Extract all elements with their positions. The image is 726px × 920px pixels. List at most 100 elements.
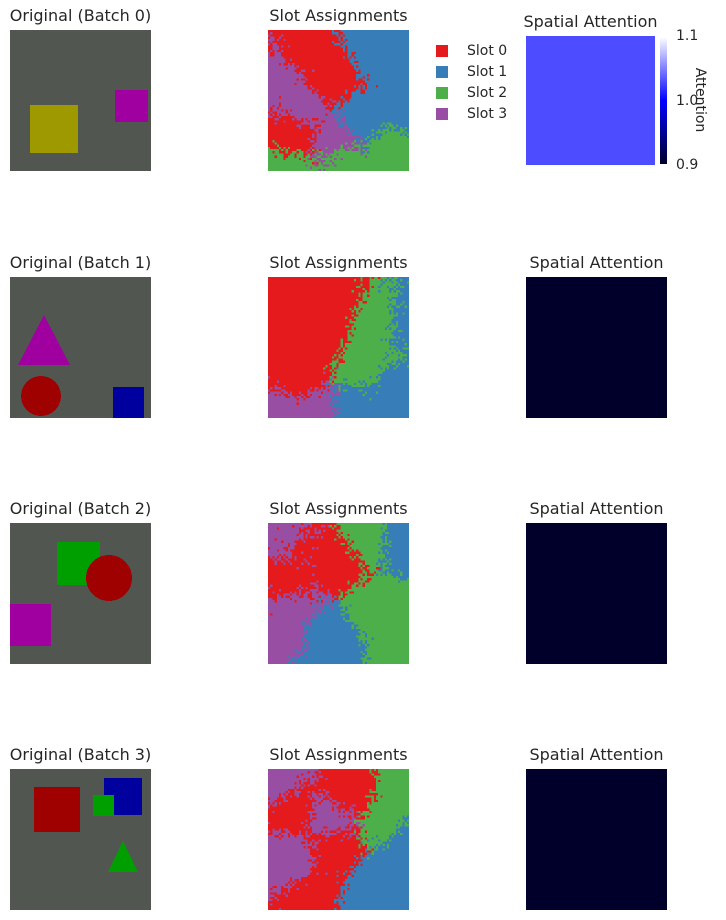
slot-cell-run: [283, 799, 289, 803]
slot-cell-run: [283, 885, 293, 889]
slot-cell-run: [268, 285, 357, 289]
slot-cell-run: [329, 159, 333, 163]
slot-cell-run: [351, 586, 409, 590]
slot-cell-run: [285, 58, 291, 62]
slot-cell-run: [349, 883, 409, 887]
slot-cell-run: [360, 854, 364, 858]
slot-cell-run: [323, 788, 326, 792]
slot-cell-run: [336, 870, 339, 873]
slot-cell-run: [268, 140, 273, 143]
slot-cell-run: [323, 151, 335, 154]
slot-cell-run: [345, 892, 409, 895]
slot-cell-run: [307, 593, 313, 596]
slot-cell-run: [301, 637, 304, 641]
slot-cell-run: [320, 100, 333, 103]
slot-cell-run: [347, 329, 394, 333]
slot-cell-run: [378, 137, 381, 141]
slot-cell-run: [318, 162, 322, 165]
slot-cell-run: [331, 41, 335, 44]
slot-cell-run: [367, 151, 370, 154]
slot-cell-run: [316, 843, 359, 847]
slot-cell-run: [279, 96, 282, 99]
slot-cell-run: [323, 595, 328, 599]
slot-cell-run: [349, 604, 353, 608]
slot-cell-run: [274, 896, 278, 900]
slot-cell-run: [316, 586, 319, 590]
slot-cell-run: [362, 140, 370, 143]
slot-cell-run: [347, 382, 355, 386]
slot-cell-run: [402, 358, 405, 362]
slot-cell-run: [303, 652, 364, 656]
slot-cell-run: [316, 799, 322, 803]
slot-cell-run: [320, 839, 326, 842]
slot-cell-run: [312, 602, 330, 605]
slot-cell-run: [338, 536, 341, 539]
slot-cell-run: [342, 338, 348, 342]
slot-cell-run: [353, 824, 357, 827]
slot-cell-run: [307, 839, 313, 842]
slot-cell-run: [345, 883, 348, 887]
slot-cell-run: [347, 582, 350, 585]
slot-cell-run: [347, 883, 350, 887]
slot-cell-run: [279, 113, 282, 117]
slot-cell-run: [380, 376, 409, 379]
slot-cell-run: [296, 71, 300, 75]
spatial-attention-title-2: Spatial Attention: [529, 499, 664, 518]
slot-cell-run: [340, 534, 348, 537]
slot-cell-run: [336, 413, 409, 417]
slot-cell-run: [406, 133, 409, 137]
slot-cell-run: [314, 389, 317, 392]
slot-cell-run: [274, 38, 278, 42]
slot-cell-run: [358, 85, 361, 88]
slot-cell-run: [371, 129, 375, 132]
slot-cell-run: [276, 804, 306, 807]
slot-cell-run: [301, 821, 304, 825]
slot-cell-run: [281, 595, 284, 599]
slot-cell-run: [338, 881, 344, 884]
slot-cell-run: [290, 795, 293, 798]
slot-cell-run: [309, 393, 313, 397]
slot-cell-run: [305, 617, 308, 621]
slot-cell-run: [268, 354, 335, 357]
slot-cell-run: [268, 874, 308, 878]
slot-cell-run: [347, 45, 409, 48]
slot-cell-run: [268, 111, 271, 115]
slot-cell-run: [397, 365, 408, 368]
slot-cell-run: [287, 151, 293, 154]
slot-cell-run: [285, 384, 326, 388]
slot-cell-run: [301, 69, 306, 73]
slot-cell-run: [285, 894, 289, 898]
slot-cell-run: [369, 802, 372, 805]
slot-cell-run: [347, 49, 409, 53]
slot-cell-run: [272, 810, 275, 814]
slot-cell-run: [329, 799, 333, 803]
slot-cell-run: [340, 30, 409, 33]
slot-assignments-title-0: Slot Assignments: [269, 6, 408, 25]
slot-cell-run: [360, 644, 366, 647]
slot-cell-run: [362, 567, 368, 570]
slot-cell-run: [356, 865, 409, 869]
slot-cell-run: [364, 850, 368, 854]
slot-cell-run: [281, 45, 284, 48]
slot-cell-run: [323, 604, 330, 608]
slot-cell-run: [349, 129, 353, 132]
slot-cell-run: [312, 802, 319, 805]
slot-cell-run: [320, 153, 324, 156]
slot-cell-run: [268, 307, 350, 311]
slot-cell-run: [323, 591, 328, 594]
original-image-batch-3: [10, 769, 151, 910]
slot-cell-run: [309, 389, 315, 392]
slot-cell-run: [268, 362, 330, 366]
slot-cell-run: [268, 534, 297, 537]
slot-cell-run: [305, 78, 308, 81]
slot-cell-run: [268, 595, 278, 599]
slot-cell-run: [400, 830, 409, 834]
slot-cell-run: [382, 558, 386, 561]
slot-cell-run: [342, 382, 346, 386]
slot-cell-run: [389, 340, 392, 344]
slot-cell-run: [318, 131, 322, 134]
slot-cell-run: [349, 60, 355, 64]
slot-cell-run: [402, 832, 409, 836]
slot-cell-run: [347, 89, 357, 92]
slot-cell-run: [360, 283, 364, 287]
